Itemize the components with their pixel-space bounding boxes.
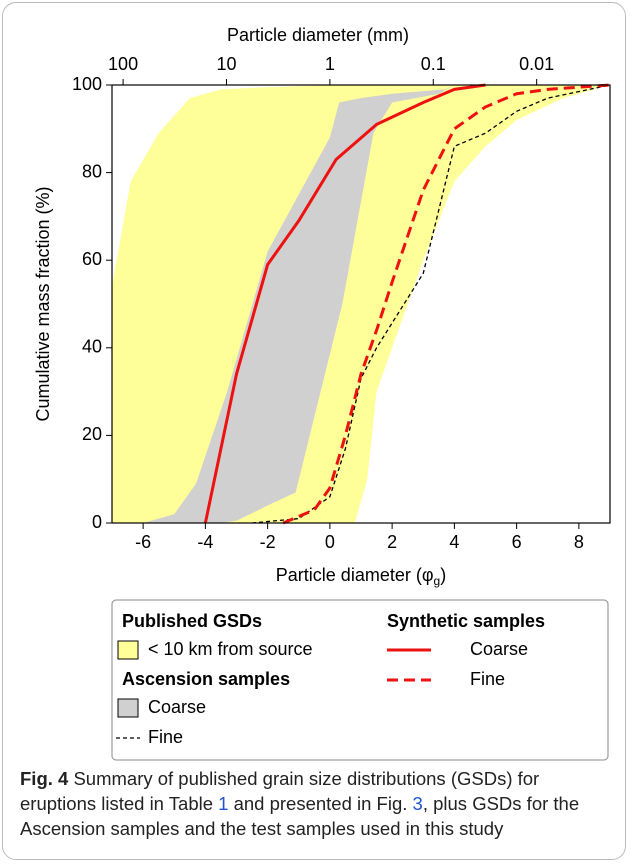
- x-axis-label-end: ): [440, 565, 446, 585]
- x-tick-label: 2: [387, 532, 397, 552]
- x-tick-label: 4: [449, 532, 459, 552]
- y-tick-label: 60: [82, 249, 102, 269]
- legend-label: < 10 km from source: [148, 639, 313, 659]
- x-tick-label: -2: [260, 532, 276, 552]
- line: [252, 84, 611, 524]
- table-link[interactable]: 1: [218, 793, 229, 814]
- legend-group-title: Synthetic samples: [387, 611, 545, 631]
- legend-box: [111, 599, 609, 761]
- chart: Particle diameter (mm) Particle diameter…: [33, 25, 611, 761]
- x2-tick-label: 100: [108, 54, 138, 74]
- x-tick-label: 6: [512, 532, 522, 552]
- y-tick-label: 40: [82, 337, 102, 357]
- x-tick-label: -4: [197, 532, 213, 552]
- legend-swatch: [117, 698, 139, 718]
- legend-label: Fine: [148, 727, 183, 747]
- x-axis-label-text: Particle diameter (φ: [276, 565, 434, 585]
- caption-text: Summary of published grain size distribu…: [20, 768, 540, 814]
- x2-tick-label: 0.01: [519, 54, 554, 74]
- y-tick-label: 80: [82, 161, 102, 181]
- legend-group-title: Ascension samples: [122, 669, 290, 689]
- x2-tick-label: 10: [216, 54, 236, 74]
- x2-tick-label: 1: [325, 54, 335, 74]
- x-axis-label-sub: g: [434, 574, 441, 588]
- legend-group-title: Published GSDs: [122, 611, 262, 631]
- x2-axis-label: Particle diameter (mm): [227, 25, 409, 45]
- plot-frame: [111, 84, 611, 524]
- y-tick-label: 0: [92, 512, 102, 532]
- legend-label: Coarse: [148, 697, 206, 717]
- legend-swatch: [117, 640, 139, 660]
- line: [203, 83, 486, 524]
- figure-link[interactable]: 3: [412, 793, 423, 814]
- x-tick-label: 8: [574, 532, 584, 552]
- area: [143, 85, 455, 523]
- x-tick-label: 0: [325, 532, 335, 552]
- caption-text: , plus GSDs for the Ascension samples an…: [20, 793, 580, 839]
- y-tick-label: 100: [72, 74, 102, 94]
- caption-text: and presented in Fig.: [228, 793, 413, 814]
- legend-label: Coarse: [470, 639, 528, 659]
- y-tick-label: 20: [82, 424, 102, 444]
- y-axis-label: Cumulative mass fraction (%): [33, 186, 53, 421]
- legend-label: Fine: [470, 669, 505, 689]
- line: [282, 83, 611, 525]
- x-tick-label: -6: [135, 532, 151, 552]
- x-axis-label: Particle diameter (φg): [276, 565, 446, 588]
- caption: Fig. 4 Summary of published grain size d…: [20, 766, 616, 841]
- x2-tick-label: 0.1: [421, 54, 446, 74]
- caption-label: Fig. 4: [20, 768, 69, 789]
